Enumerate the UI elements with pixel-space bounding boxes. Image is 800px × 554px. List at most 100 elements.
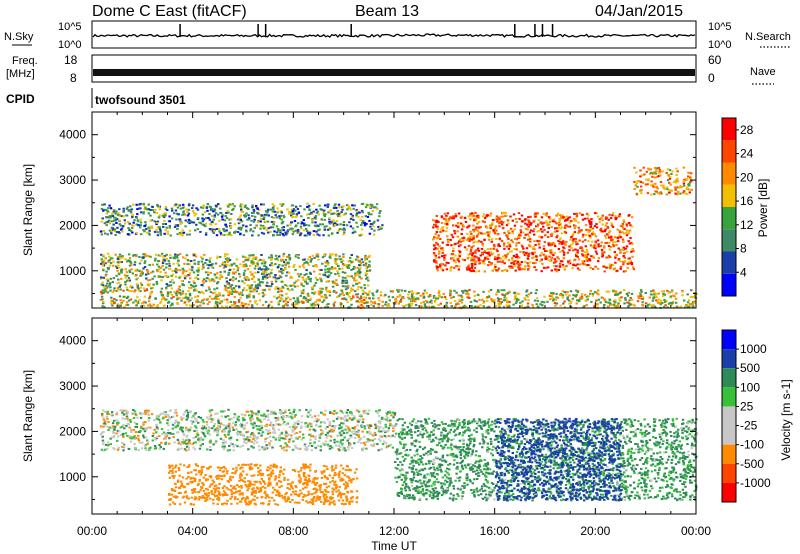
power-cell [429,295,432,298]
power-cell [296,229,300,232]
power-cell [571,242,575,245]
power-cell [687,183,690,186]
power-cell [302,263,305,266]
power-cell [435,225,438,228]
power-cell [676,180,679,183]
power-cell [469,218,472,221]
power-cell [343,279,346,282]
power-cell [407,296,410,299]
power-cell [233,262,236,265]
power-cell [578,239,581,242]
velocity-cell [191,420,195,423]
power-cell [435,260,438,263]
power-cell [295,213,299,216]
power-cell [126,303,130,306]
power-cell [178,297,181,300]
power-cell [226,298,229,301]
power-cell [470,214,473,217]
power-cell [473,306,477,309]
velocity-cell [116,439,119,442]
power-cell [534,212,537,215]
power-cell [502,221,505,224]
velocity-cell [338,424,341,427]
power-cell [130,284,133,287]
power-cell [621,238,625,241]
velocity-cell [231,443,234,446]
power-cell [271,264,274,267]
power-cell [162,255,165,258]
power-cell [217,227,221,230]
power-cell [227,294,230,297]
power-cell [261,304,265,307]
power-cell [614,256,617,259]
power-cell [344,212,347,215]
power-cell [674,301,678,304]
power-cell [363,287,367,290]
power-cell [372,225,375,228]
power-cell [359,234,362,237]
power-cell [282,234,285,237]
power-cell [674,192,677,195]
power-cell [618,213,622,216]
power-cell [647,178,650,181]
power-cell [552,298,556,301]
power-cell [140,270,144,273]
power-cell [593,212,597,215]
power-cell [178,232,182,234]
velocity-cell [274,412,277,415]
power-cell [109,216,112,219]
power-cell [400,289,404,292]
power-cell [308,278,311,281]
power-cell [471,215,475,218]
power-cell [194,212,198,215]
power-cell [683,190,686,193]
power-cell [676,170,679,173]
velocity-cell [365,447,368,450]
power-cell [154,259,157,262]
power-cell [686,293,689,296]
power-cell [197,266,200,269]
velocity-cell [106,410,109,413]
velocity-cell [234,423,237,426]
power-cell [637,295,640,298]
velocity-cell [343,415,347,418]
power-cell [191,285,194,288]
power-cell [473,299,477,302]
power-cell [675,174,678,176]
power-cell [303,258,306,261]
power-cell [601,214,604,217]
power-cell [378,226,382,229]
power-cell [326,228,330,231]
power-cell [370,303,373,306]
power-cell [324,306,327,309]
power-cell [100,292,104,295]
velocity-cell [259,421,263,423]
power-cell [182,270,185,273]
power-cell [687,175,690,178]
power-cell [317,258,320,261]
power-cell [358,272,361,275]
power-cell [294,268,297,271]
power-cell [329,209,333,212]
power-cell [227,273,230,276]
power-cell [520,305,523,308]
power-cell [587,231,590,234]
velocity-cell [226,449,230,452]
power-cell [222,266,226,269]
power-cell [445,301,449,304]
velocity-cell [357,441,360,444]
power-cell [474,240,477,243]
power-cell [196,299,199,302]
power-cell [391,296,395,299]
power-cell [480,232,483,235]
power-cell [312,210,315,213]
power-cell [249,224,252,227]
power-cell [555,214,558,217]
power-cell [488,230,491,233]
power-cell [187,208,191,211]
power-cell [575,214,579,217]
power-cell [221,263,224,266]
power-cell [682,166,685,169]
velocity-cell [345,425,348,428]
power-cell [449,294,452,297]
